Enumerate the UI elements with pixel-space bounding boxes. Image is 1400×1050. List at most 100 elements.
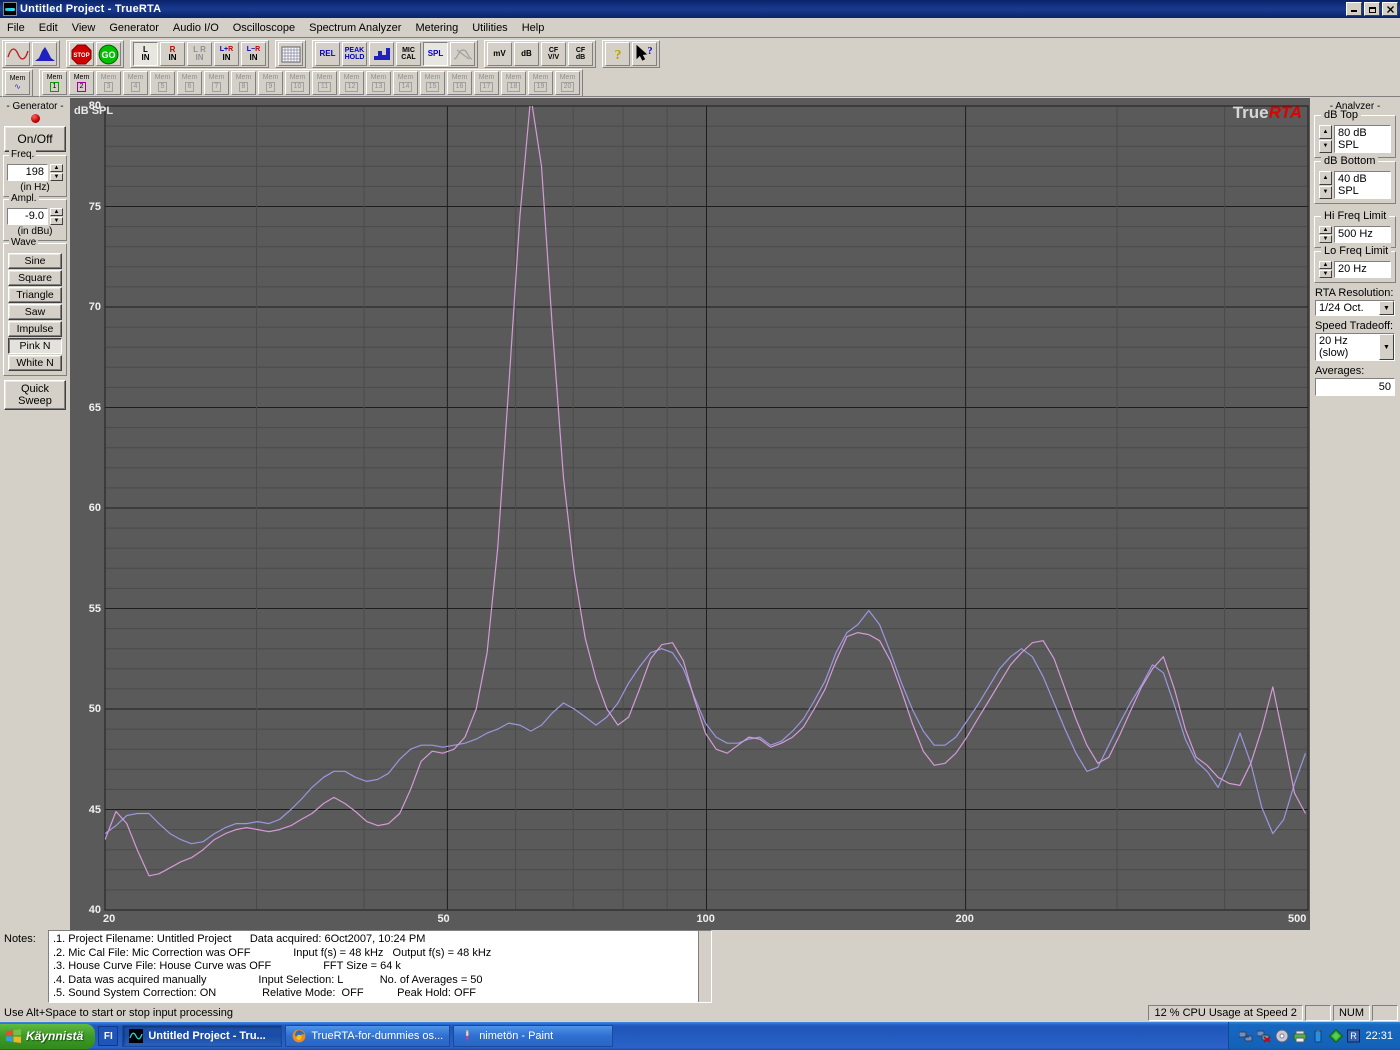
shield-icon[interactable] <box>1329 1028 1344 1044</box>
db-top-spinner-up[interactable]: ▲ <box>1319 125 1332 139</box>
db-bottom-spinner-down[interactable]: ▼ <box>1319 185 1332 199</box>
taskbar-item-firefox[interactable]: TrueRTA-for-dummies os... <box>285 1025 451 1047</box>
db-bottom-input[interactable]: 40 dB SPL <box>1334 171 1391 199</box>
start-button[interactable]: Käynnistä <box>0 1023 96 1049</box>
network-disconnected-icon[interactable] <box>1256 1029 1271 1043</box>
mem-button-10[interactable]: Mem 10 <box>285 70 310 95</box>
wave-button-sine[interactable]: Sine <box>8 253 62 269</box>
ampl-input[interactable]: -9.0 <box>7 208 48 225</box>
menu-item-generator[interactable]: Generator <box>109 21 159 34</box>
left-minus-right-input-button[interactable]: L−R IN <box>241 42 266 66</box>
close-button[interactable] <box>1382 2 1398 16</box>
mem-button-6[interactable]: Mem 6 <box>177 70 202 95</box>
spl-button[interactable]: SPL <box>423 42 448 66</box>
language-indicator[interactable]: FI <box>98 1026 119 1046</box>
left-plus-right-input-button[interactable]: L+R IN <box>214 42 239 66</box>
lo-freq-spinner[interactable]: ▲ ▼ <box>1319 261 1332 278</box>
mem-button-1[interactable]: Mem 1 <box>42 70 67 95</box>
mem-button-13[interactable]: Mem 13 <box>366 70 391 95</box>
mem-button-8[interactable]: Mem 8 <box>231 70 256 95</box>
mem-button-w[interactable]: Mem ∿ <box>5 70 30 95</box>
left-right-input-button[interactable]: L R IN <box>187 42 212 66</box>
rta-resolution-select[interactable]: 1/24 Oct. ▼ <box>1315 300 1395 316</box>
wave-button-white-noise[interactable]: White N <box>8 355 62 371</box>
mem-button-11[interactable]: Mem 11 <box>312 70 337 95</box>
minimize-button[interactable] <box>1346 2 1362 16</box>
menu-item-file[interactable]: File <box>7 21 25 34</box>
network-icon[interactable] <box>1238 1029 1253 1043</box>
chevron-down-icon-2[interactable]: ▼ <box>1379 334 1394 360</box>
menu-item-utilities[interactable]: Utilities <box>472 21 508 34</box>
sine-wave-icon-button[interactable] <box>5 42 30 66</box>
stop-button[interactable]: STOP <box>69 42 94 66</box>
right-input-button[interactable]: R IN <box>160 42 185 66</box>
freq-input[interactable]: 198 <box>7 164 48 181</box>
menu-item-view[interactable]: View <box>71 21 96 34</box>
mv-button[interactable]: mV <box>487 42 512 66</box>
printer-icon[interactable] <box>1293 1029 1307 1043</box>
hi-freq-spinner-up[interactable]: ▲ <box>1319 226 1332 234</box>
db-bottom-spinner[interactable]: ▲ ▼ <box>1319 171 1332 199</box>
db-top-spinner[interactable]: ▲ ▼ <box>1319 125 1332 153</box>
peak-hold-button[interactable]: PEAK HOLD <box>342 42 367 66</box>
cf-db-button[interactable]: CF dB <box>568 42 593 66</box>
context-help-icon-button[interactable]: ? <box>632 42 657 66</box>
quick-sweep-button[interactable]: Quick Sweep <box>4 380 66 410</box>
battery-icon[interactable] <box>1311 1029 1325 1043</box>
speed-tradeoff-select[interactable]: 20 Hz (slow) ▼ <box>1315 333 1395 361</box>
go-button[interactable]: GO <box>96 42 121 66</box>
disc-icon[interactable] <box>1275 1029 1289 1043</box>
freq-spinner[interactable]: ▲ ▼ <box>50 164 63 181</box>
maximize-button[interactable] <box>1364 2 1380 16</box>
mem-button-9[interactable]: Mem 9 <box>258 70 283 95</box>
wave-button-saw[interactable]: Saw <box>8 304 62 320</box>
notes-scrollbar[interactable] <box>698 931 711 1002</box>
menu-item-audio-io[interactable]: Audio I/O <box>172 21 219 34</box>
wave-button-impulse[interactable]: Impulse <box>8 321 62 337</box>
spectrum-icon-button[interactable] <box>32 42 57 66</box>
mem-button-12[interactable]: Mem 12 <box>339 70 364 95</box>
freq-spinner-up[interactable]: ▲ <box>50 164 63 172</box>
taskbar-item-paint[interactable]: nimetön - Paint <box>453 1025 614 1047</box>
mem-button-16[interactable]: Mem 16 <box>447 70 472 95</box>
spectrum-plot[interactable]: dB SPL TrueRTA 80 75 70 65 60 55 50 45 40 20 50 10… <box>70 98 1310 930</box>
bar-graph-icon-button[interactable] <box>369 42 394 66</box>
menu-item-edit[interactable]: Edit <box>38 21 58 34</box>
taskbar-item-truerta[interactable]: Untitled Project - Tru... <box>122 1025 283 1047</box>
hi-freq-spinner[interactable]: ▲ ▼ <box>1319 226 1332 243</box>
mem-button-7[interactable]: Mem 7 <box>204 70 229 95</box>
volume-icon[interactable]: R <box>1347 1029 1361 1043</box>
db-top-input[interactable]: 80 dB SPL <box>1334 125 1391 153</box>
menu-item-help[interactable]: Help <box>521 21 545 34</box>
db-button[interactable]: dB <box>514 42 539 66</box>
menu-item-metering[interactable]: Metering <box>415 21 459 34</box>
grid-icon-button[interactable] <box>278 42 303 66</box>
db-top-spinner-down[interactable]: ▼ <box>1319 139 1332 153</box>
menu-item-spectrum-analyzer[interactable]: Spectrum Analyzer <box>309 21 402 34</box>
mem-button-2[interactable]: Mem 2 <box>69 70 94 95</box>
mem-button-14[interactable]: Mem 14 <box>393 70 418 95</box>
hi-freq-input[interactable]: 500 Hz <box>1334 226 1391 243</box>
tray-clock[interactable]: 22:31 <box>1365 1030 1393 1042</box>
db-bottom-spinner-up[interactable]: ▲ <box>1319 171 1332 185</box>
ampl-spinner[interactable]: ▲ ▼ <box>50 208 63 225</box>
averages-input[interactable]: 50 <box>1315 378 1395 396</box>
left-input-button[interactable]: L IN <box>133 42 158 66</box>
mic-cal-button[interactable]: MIC CAL <box>396 42 421 66</box>
mem-button-5[interactable]: Mem 5 <box>150 70 175 95</box>
ampl-spinner-up[interactable]: ▲ <box>50 208 63 216</box>
lo-freq-input[interactable]: 20 Hz <box>1334 261 1391 278</box>
mem-button-3[interactable]: Mem 3 <box>96 70 121 95</box>
curve-icon-button[interactable] <box>450 42 475 66</box>
help-icon-button[interactable]: ? <box>605 42 630 66</box>
mem-button-20[interactable]: Mem 20 <box>555 70 580 95</box>
lo-freq-spinner-down[interactable]: ▼ <box>1319 270 1332 278</box>
freq-spinner-down[interactable]: ▼ <box>50 173 63 181</box>
mem-button-15[interactable]: Mem 15 <box>420 70 445 95</box>
cf-vv-button[interactable]: CF V/V <box>541 42 566 66</box>
rel-button[interactable]: REL <box>315 42 340 66</box>
ampl-spinner-down[interactable]: ▼ <box>50 217 63 225</box>
wave-button-triangle[interactable]: Triangle <box>8 287 62 303</box>
mem-button-18[interactable]: Mem 18 <box>501 70 526 95</box>
hi-freq-spinner-down[interactable]: ▼ <box>1319 235 1332 243</box>
